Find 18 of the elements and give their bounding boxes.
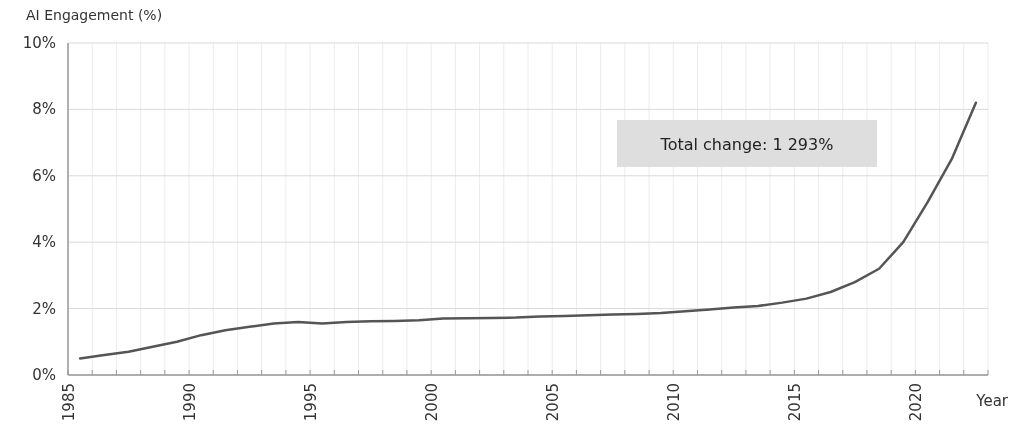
y-tick-label: 2% <box>32 299 56 318</box>
y-tick-label: 0% <box>32 366 56 384</box>
line-series <box>78 101 978 360</box>
y-tick-label: 4% <box>32 233 56 252</box>
x-tick-label: 1995 <box>302 383 321 422</box>
x-tick-label: 2020 <box>907 383 926 422</box>
y-tick-label: 8% <box>32 100 56 119</box>
y-tick-label: 10% <box>22 34 56 52</box>
x-tick-label: 1985 <box>60 383 78 422</box>
annotation: Total change: 1 293% <box>659 135 834 154</box>
x-tick-label: 2005 <box>544 383 563 422</box>
y-axis-title: AI Engagement (%) <box>26 7 163 23</box>
x-tick-label: 2010 <box>665 383 684 422</box>
x-tick-label: 1990 <box>181 383 200 422</box>
x-tick-label: 2015 <box>786 383 805 422</box>
x-axis-title: Year <box>975 392 1009 410</box>
x-tick-label: 2000 <box>423 383 442 422</box>
y-tick-label: 6% <box>32 166 56 185</box>
